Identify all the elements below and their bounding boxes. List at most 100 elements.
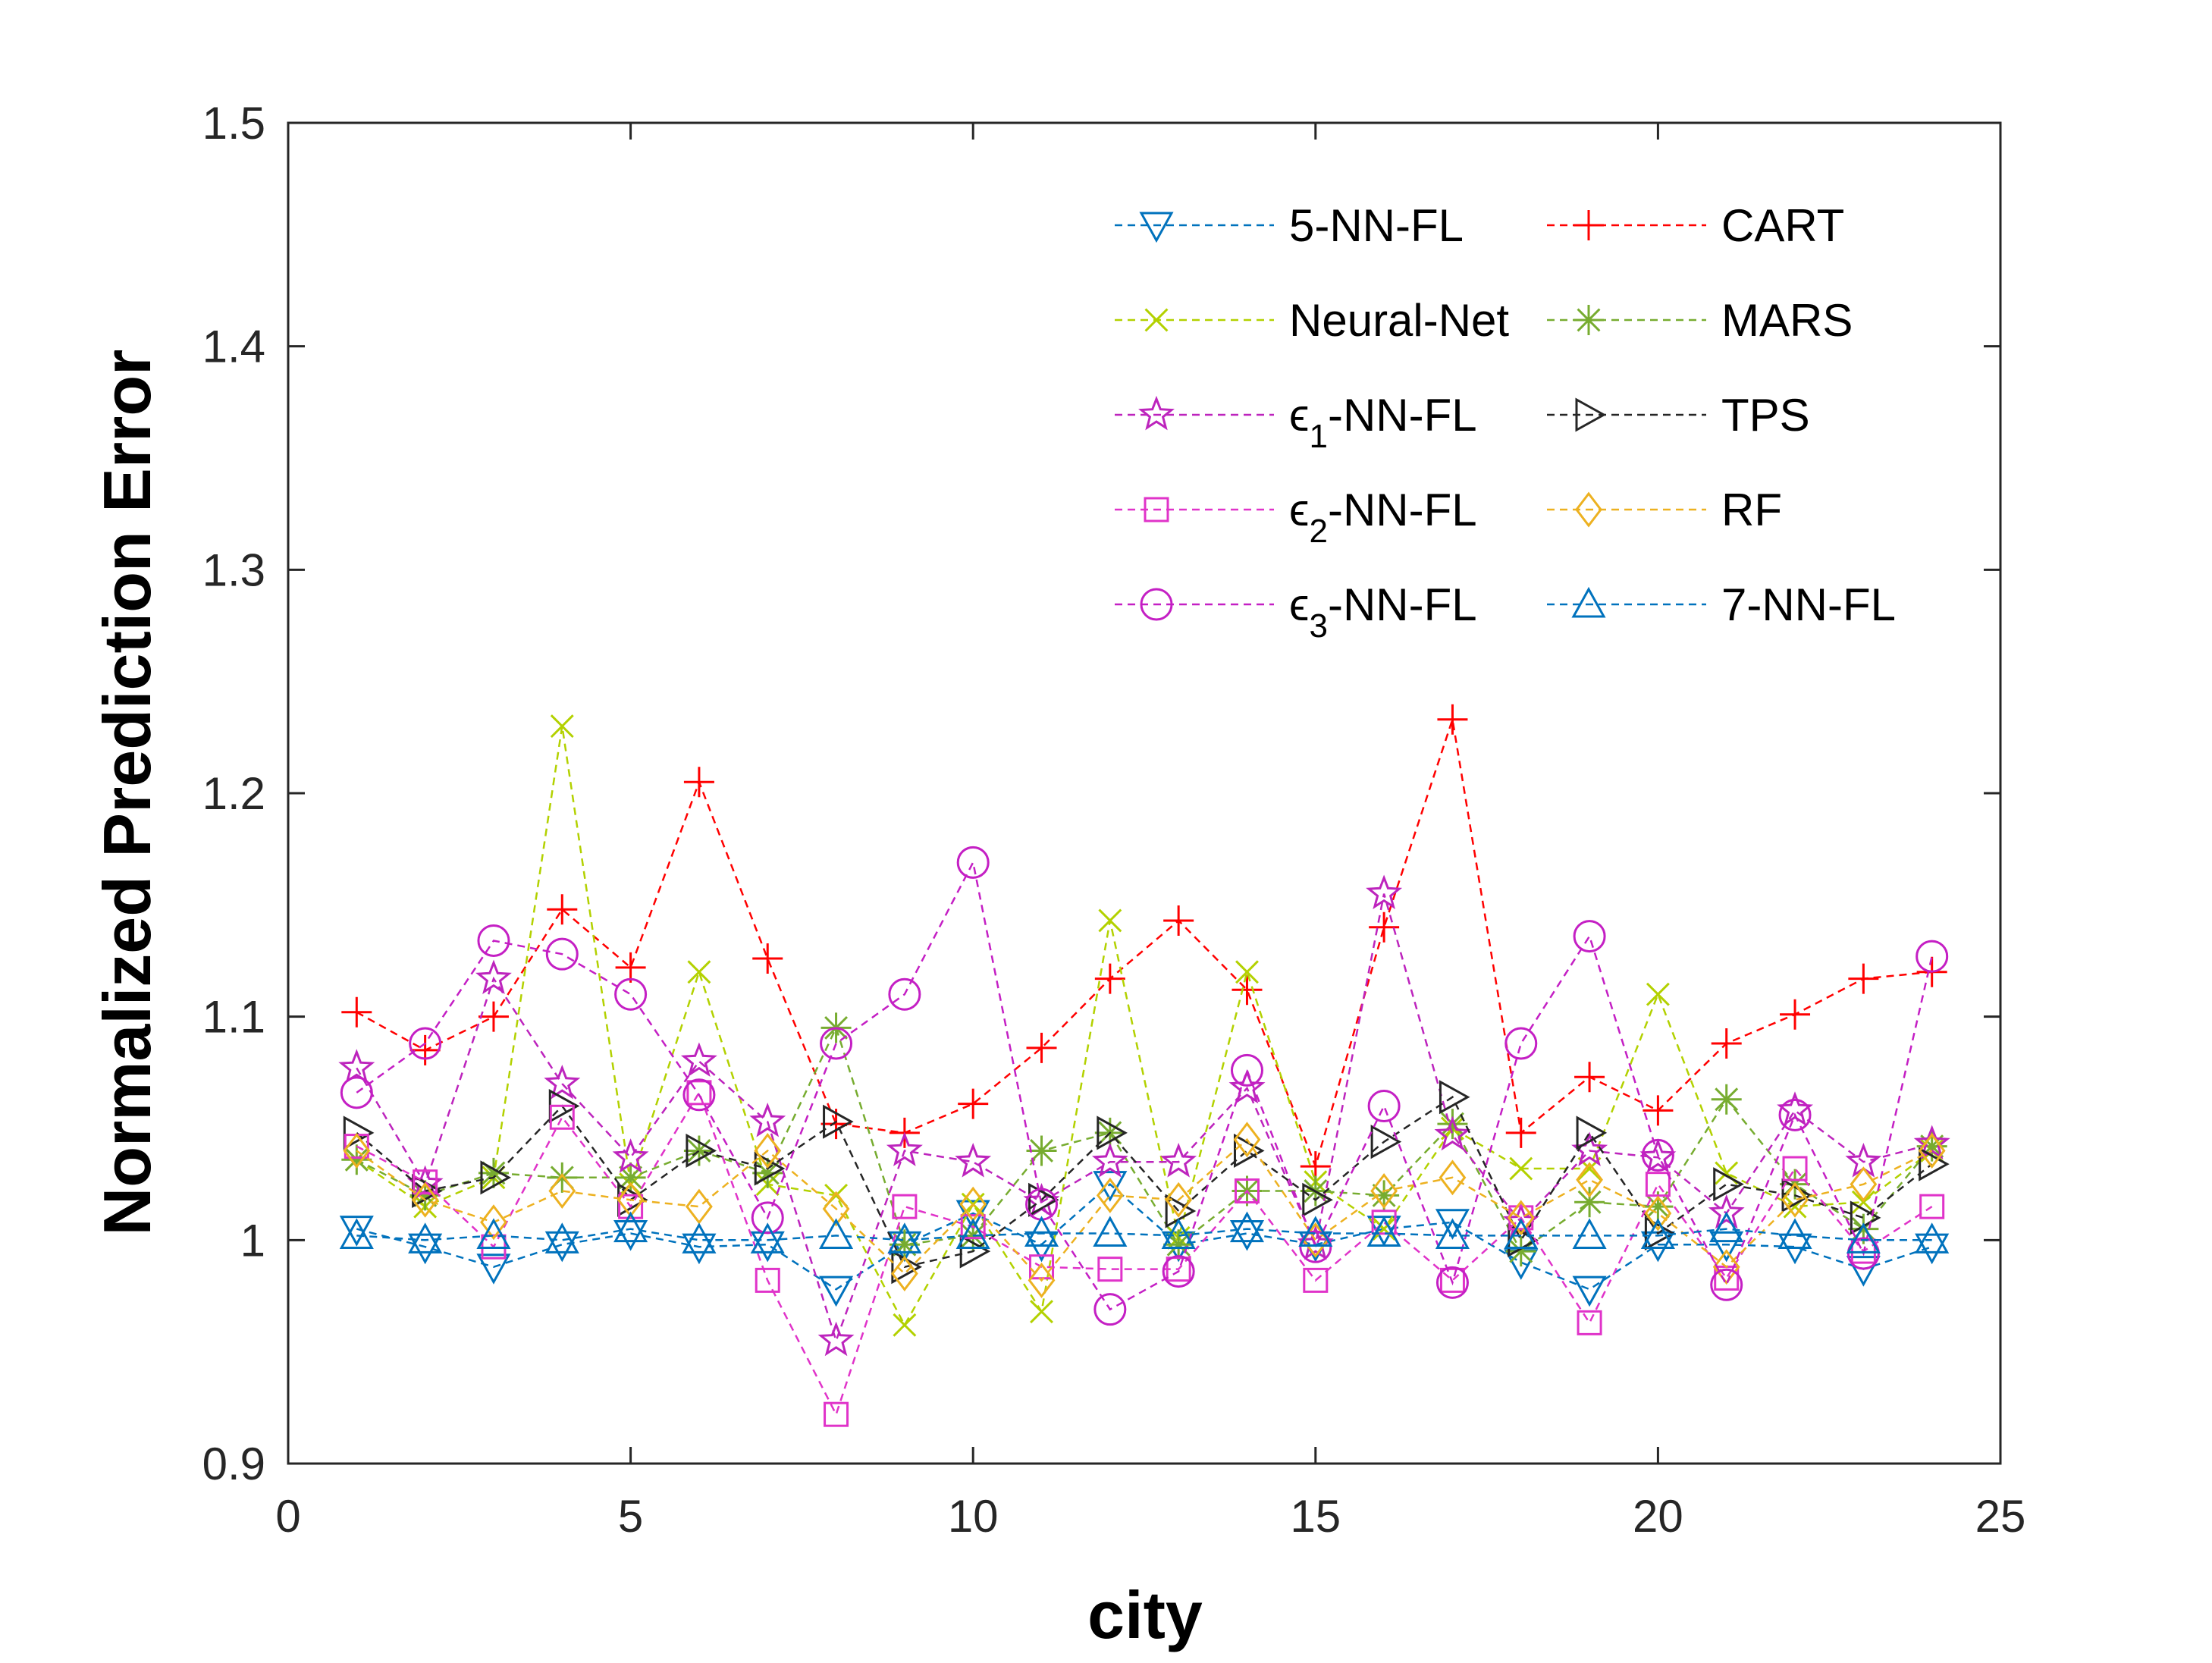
legend-marker (1138, 395, 1175, 431)
data-point (1574, 1187, 1605, 1218)
data-point (544, 1064, 581, 1100)
data-point (475, 959, 512, 994)
data-point (956, 846, 990, 879)
data-point (547, 894, 578, 925)
data-point (1709, 1231, 1744, 1263)
data-point (892, 1194, 918, 1219)
data-point (1162, 1255, 1195, 1288)
legend-entry: ϵ2-NN-FL (1115, 485, 1477, 550)
data-point (1098, 908, 1122, 933)
data-point (1846, 1222, 1881, 1254)
data-point (1509, 1156, 1533, 1181)
series-layer (338, 704, 1950, 1427)
data-point (338, 1049, 375, 1084)
data-point (1435, 1209, 1470, 1240)
data-point (1097, 1257, 1123, 1282)
data-point (1228, 1068, 1266, 1104)
data-point (893, 1313, 917, 1337)
legend-marker (1571, 586, 1606, 618)
data-point (1644, 1195, 1672, 1232)
data-point (1303, 1267, 1329, 1293)
data-point (1641, 1138, 1674, 1172)
data-point (1093, 1216, 1128, 1247)
data-point (1161, 1218, 1196, 1249)
data-point (547, 1162, 578, 1193)
data-point (686, 1133, 717, 1169)
data-point (822, 1191, 850, 1227)
legend-marker (1139, 212, 1174, 243)
data-point (1576, 1115, 1608, 1150)
data-point (959, 1234, 991, 1269)
data-point (1091, 1143, 1128, 1178)
data-point (614, 977, 648, 1011)
legend-label: MARS (1721, 295, 1853, 346)
y-tick-label: 0.9 (202, 1439, 265, 1489)
data-point (1709, 1211, 1744, 1243)
data-point (480, 1160, 512, 1195)
data-point (1232, 974, 1263, 1006)
data-point (680, 1042, 717, 1077)
data-point (683, 1135, 714, 1166)
data-point (1097, 1115, 1128, 1150)
legend-label: ϵ1-NN-FL (1289, 390, 1477, 455)
y-tick-label: 1.4 (202, 322, 265, 372)
data-point (478, 1001, 509, 1032)
data-point (343, 1132, 371, 1169)
data-point (615, 952, 646, 983)
data-point (341, 1144, 372, 1175)
legend-label: Neural-Net (1289, 295, 1509, 346)
data-point (751, 1201, 784, 1235)
data-point (683, 767, 714, 798)
data-point (615, 1162, 646, 1193)
y-axis-title: Normalized Prediction Error (89, 350, 165, 1236)
series-cart (341, 704, 1947, 1182)
data-point (1435, 1266, 1469, 1299)
data-point (1093, 1293, 1127, 1326)
data-point (339, 1216, 374, 1247)
data-point (618, 1194, 644, 1219)
data-point (613, 1211, 648, 1243)
data-point (1915, 1222, 1950, 1254)
y-tick-label: 1.5 (202, 98, 265, 149)
legend-marker (1575, 397, 1607, 432)
x-tick-label: 10 (948, 1491, 999, 1542)
data-point (477, 924, 510, 957)
data-point (1160, 1143, 1197, 1178)
data-point (1848, 963, 1879, 994)
data-point (960, 1214, 986, 1240)
legend-marker (1144, 308, 1169, 332)
data-point (1229, 1219, 1265, 1251)
legend-marker (1574, 305, 1604, 335)
data-point (1026, 1135, 1057, 1166)
data-point (549, 1104, 575, 1130)
data-point (1777, 1218, 1812, 1249)
data-point (1576, 1162, 1603, 1198)
data-point (612, 1138, 649, 1173)
series--3-nn-fl (340, 846, 1949, 1326)
data-point (544, 1222, 579, 1254)
data-point (824, 1401, 849, 1427)
data-point (1504, 1218, 1539, 1249)
data-point (545, 937, 579, 971)
legend-entry: CART (1547, 200, 1844, 251)
data-point (1850, 1166, 1878, 1203)
data-point (544, 1231, 579, 1263)
data-point (1163, 905, 1194, 936)
data-point (1781, 1178, 1813, 1213)
data-point (1437, 704, 1468, 735)
data-point (819, 1275, 854, 1307)
legend-label: CART (1721, 200, 1844, 251)
data-point (1848, 1213, 1879, 1244)
data-point (1096, 1177, 1124, 1213)
series--2-nn-fl (344, 1080, 1945, 1427)
data-point (752, 1157, 783, 1188)
data-point (1370, 1125, 1402, 1159)
data-point (550, 714, 574, 739)
data-point (613, 1219, 648, 1251)
legend-marker (1140, 588, 1173, 621)
data-point (752, 943, 783, 974)
data-point (341, 996, 372, 1028)
data-point (409, 1034, 441, 1065)
